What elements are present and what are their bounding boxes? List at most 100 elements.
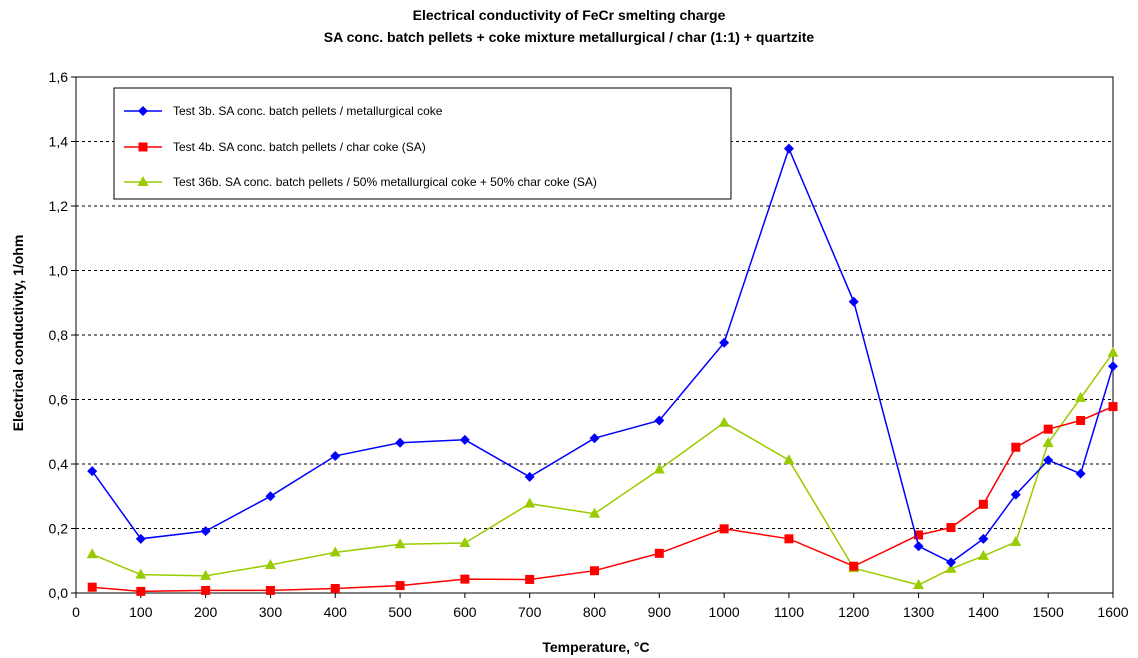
x-tick-label: 500 xyxy=(388,604,412,620)
data-point-square xyxy=(849,561,859,571)
data-point-diamond xyxy=(978,533,989,544)
x-tick-label: 400 xyxy=(324,604,348,620)
data-point-square xyxy=(1108,402,1118,412)
data-point-square xyxy=(460,574,470,584)
x-tick-label: 300 xyxy=(259,604,283,620)
data-point-triangle xyxy=(459,537,471,548)
legend-label: Test 3b. SA conc. batch pellets / metall… xyxy=(173,104,443,118)
series-square xyxy=(87,402,1118,596)
data-point-diamond xyxy=(783,143,794,154)
data-point-square xyxy=(87,582,97,592)
data-point-square xyxy=(1076,415,1086,425)
data-point-triangle xyxy=(137,176,149,186)
data-point-diamond xyxy=(87,466,98,477)
data-point-triangle xyxy=(264,558,276,569)
data-point-triangle xyxy=(1075,391,1087,402)
data-point-diamond xyxy=(395,437,406,448)
legend-box xyxy=(113,87,732,200)
data-point-diamond xyxy=(135,533,146,544)
data-point-square xyxy=(1043,424,1053,434)
legend-entry: Test 36b. SA conc. batch pellets / 50% m… xyxy=(124,175,597,189)
data-point-triangle xyxy=(86,548,98,559)
y-tick-label: 0,6 xyxy=(49,392,69,408)
data-point-triangle xyxy=(329,546,341,557)
gridlines xyxy=(76,141,1113,529)
x-tick-label: 600 xyxy=(453,604,477,620)
data-point-triangle xyxy=(1042,437,1054,448)
data-point-diamond xyxy=(330,450,341,461)
data-point-square xyxy=(654,548,664,558)
x-tick-label: 1000 xyxy=(709,604,740,620)
data-point-square xyxy=(784,534,794,544)
data-point-triangle xyxy=(783,454,795,465)
data-point-diamond xyxy=(1043,455,1054,466)
series-layer xyxy=(86,143,1119,596)
data-point-square xyxy=(946,523,956,533)
x-tick-label: 900 xyxy=(648,604,672,620)
data-point-square xyxy=(138,142,148,152)
data-point-diamond xyxy=(719,337,730,348)
x-axis-label: Temperature, °C xyxy=(542,639,649,655)
y-tick-label: 1,6 xyxy=(49,69,69,85)
legend-label: Test 36b. SA conc. batch pellets / 50% m… xyxy=(173,175,597,189)
y-tick-label: 0,8 xyxy=(49,327,69,343)
data-point-triangle xyxy=(977,549,989,560)
data-point-triangle xyxy=(524,497,536,508)
data-point-diamond xyxy=(1075,468,1086,479)
legend-marker-square xyxy=(138,142,148,152)
data-point-triangle xyxy=(1010,536,1022,547)
data-point-square xyxy=(978,499,988,509)
data-point-square xyxy=(914,530,924,540)
data-point-square xyxy=(395,581,405,591)
data-point-triangle xyxy=(135,568,147,579)
data-point-diamond xyxy=(848,296,859,307)
data-point-triangle xyxy=(1107,346,1119,357)
y-tick-label: 0,4 xyxy=(49,456,69,472)
chart-subtitle: SA conc. batch pellets + coke mixture me… xyxy=(324,29,815,45)
data-point-triangle xyxy=(718,416,730,427)
data-point-diamond xyxy=(200,526,211,537)
legend-marker-diamond xyxy=(138,106,148,116)
data-point-triangle xyxy=(394,538,406,549)
data-point-triangle xyxy=(200,569,212,580)
y-tick-label: 1,4 xyxy=(49,134,69,150)
data-point-diamond xyxy=(654,415,665,426)
data-point-square xyxy=(719,524,729,534)
data-point-diamond xyxy=(459,434,470,445)
legend-marker-triangle xyxy=(137,176,149,186)
x-tick-label: 100 xyxy=(129,604,153,620)
x-tick-label: 1500 xyxy=(1033,604,1064,620)
data-point-diamond xyxy=(1010,489,1021,500)
axis-ticks: 0,0 0,2 0,4 0,6 0,8 1,0 1,2 1,4 1,6 0 100 200 300 400… xyxy=(49,69,1129,620)
x-tick-label: 700 xyxy=(518,604,542,620)
data-point-square xyxy=(590,566,599,576)
y-tick-label: 1,2 xyxy=(49,198,69,214)
legend: Test 3b. SA conc. batch pellets / metall… xyxy=(113,87,732,200)
y-tick-label: 0,0 xyxy=(49,585,69,601)
x-tick-label: 1300 xyxy=(903,604,934,620)
data-point-square xyxy=(525,574,535,584)
data-point-triangle xyxy=(653,463,665,474)
data-point-square xyxy=(330,583,340,593)
data-point-square xyxy=(265,585,275,595)
y-tick-label: 1,0 xyxy=(49,263,69,279)
x-tick-label: 1200 xyxy=(838,604,869,620)
data-point-square xyxy=(201,585,211,595)
data-point-triangle xyxy=(945,562,957,573)
y-tick-label: 0,2 xyxy=(49,521,69,537)
x-tick-label: 0 xyxy=(72,604,80,620)
legend-entry: Test 4b. SA conc. batch pellets / char c… xyxy=(124,140,426,154)
data-point-diamond xyxy=(913,541,924,552)
data-point-square xyxy=(136,586,146,596)
data-point-diamond xyxy=(265,491,276,502)
data-point-triangle xyxy=(589,507,600,518)
x-tick-label: 800 xyxy=(583,604,607,620)
x-tick-label: 1600 xyxy=(1097,604,1128,620)
x-tick-label: 200 xyxy=(194,604,218,620)
data-point-diamond xyxy=(138,106,148,116)
data-point-diamond xyxy=(589,433,600,444)
data-point-triangle xyxy=(913,578,925,589)
chart-title: Electrical conductivity of FeCr smelting… xyxy=(413,7,726,23)
x-tick-label: 1400 xyxy=(968,604,999,620)
